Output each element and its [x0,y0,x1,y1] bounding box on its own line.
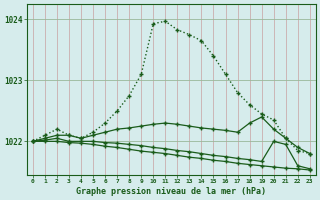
X-axis label: Graphe pression niveau de la mer (hPa): Graphe pression niveau de la mer (hPa) [76,187,266,196]
